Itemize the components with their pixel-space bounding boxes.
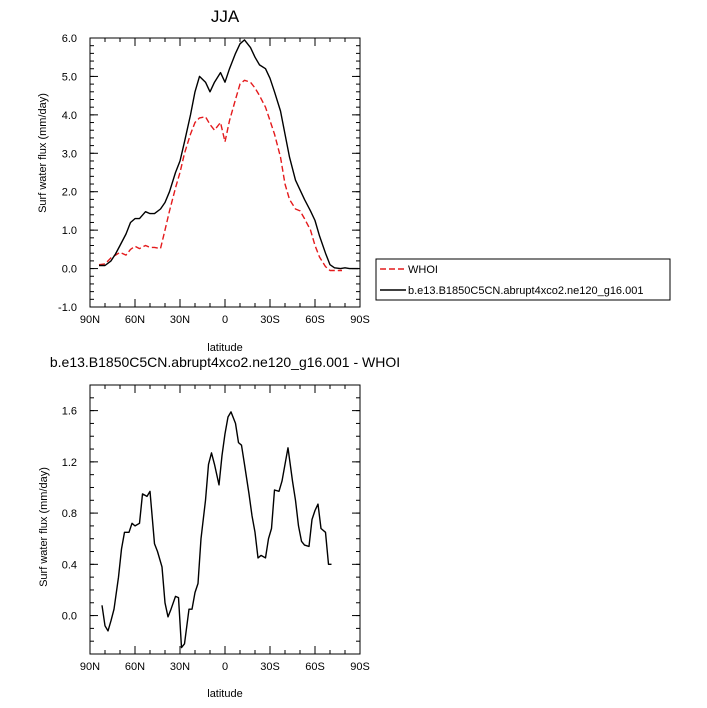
top-x-tick-label: 0 [222,314,228,326]
bottom-y-tick-label: 1.2 [62,457,77,469]
top-series-line-b-e13-b1850c5cn-abrupt4xco2-ne120-g16-001 [99,39,359,270]
top-chart-title: JJA [211,7,240,26]
top-chart-ylabel: Surf water flux (mm/day) [37,93,49,213]
bottom-y-tick-label: 0.0 [62,611,77,623]
bottom-x-tick-label: 60S [305,661,325,673]
bottom-y-tick-label: 1.6 [62,406,77,418]
top-chart-panel: JJA Surf water flux (mm/day) latitude 90… [37,7,370,354]
bottom-x-tick-label: 0 [222,661,228,673]
bottom-chart-title: b.e13.B1850C5CN.abrupt4xco2.ne120_g16.00… [50,354,400,370]
top-chart-xlabel: latitude [207,342,242,354]
top-x-tick-label: 30S [260,314,280,326]
top-series-line-whoi [98,79,342,272]
legend: WHOI b.e13.B1850C5CN.abrupt4xco2.ne120_g… [375,258,671,301]
bottom-chart-xlabel: latitude [207,688,242,700]
bottom-chart-ylabel: Surf water flux (mm/day) [38,467,50,587]
top-y-tick-label: 4.0 [62,110,77,122]
top-y-tick-label: -1.0 [58,302,77,314]
bottom-series-line-difference [101,411,332,649]
bottom-x-tick-label: 90N [80,661,100,673]
legend-box [375,258,671,301]
top-y-tick-label: 3.0 [62,148,77,160]
bottom-chart-frame [89,384,361,655]
bottom-x-tick-label: 30N [170,661,190,673]
top-chart-frame [89,37,361,308]
top-x-tick-label: 90N [80,314,100,326]
legend-label-model: b.e13.B1850C5CN.abrupt4xco2.ne120_g16.00… [408,285,643,297]
bottom-y-tick-label: 0.4 [62,559,77,571]
top-y-tick-label: 1.0 [62,225,77,237]
top-x-tick-label: 60S [305,314,325,326]
top-y-tick-label: 6.0 [62,33,77,45]
top-y-tick-label: 5.0 [62,71,77,83]
top-x-tick-label: 90S [350,314,370,326]
bottom-x-tick-label: 30S [260,661,280,673]
top-y-tick-label: 2.0 [62,187,77,199]
top-x-tick-label: 30N [170,314,190,326]
bottom-y-tick-label: 0.8 [62,508,77,520]
top-y-tick-label: 0.0 [62,264,77,276]
bottom-chart-panel: b.e13.B1850C5CN.abrupt4xco2.ne120_g16.00… [38,354,400,700]
top-x-tick-label: 60N [125,314,145,326]
bottom-x-tick-label: 60N [125,661,145,673]
bottom-x-tick-label: 90S [350,661,370,673]
legend-label-whoi: WHOI [408,264,438,276]
